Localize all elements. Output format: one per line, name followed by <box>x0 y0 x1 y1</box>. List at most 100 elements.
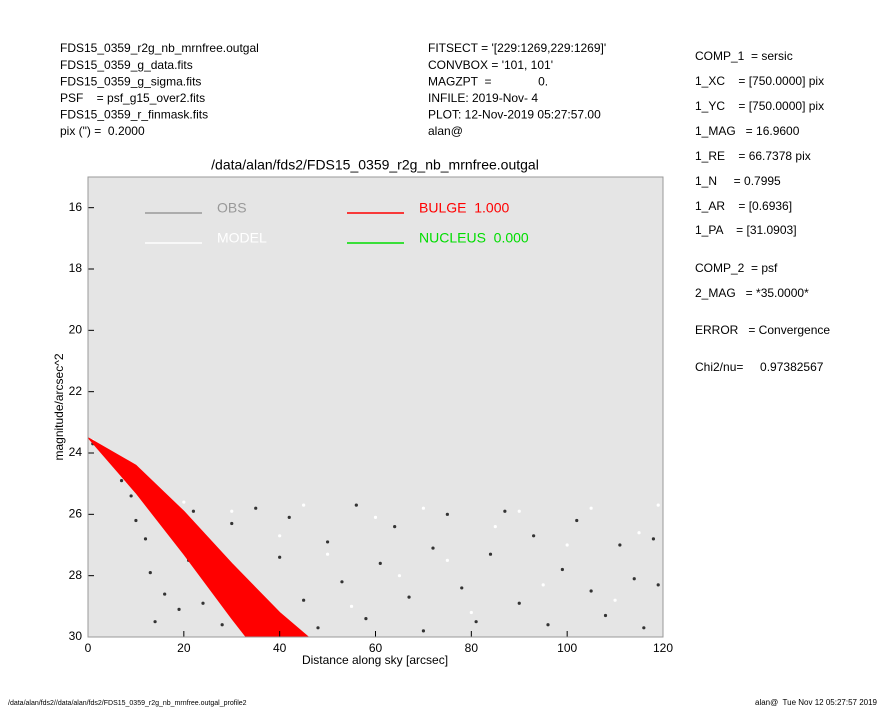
data-point <box>618 543 622 547</box>
data-point <box>603 613 608 618</box>
legend-label: MODEL <box>217 230 267 246</box>
data-point <box>632 577 636 581</box>
header-middle-line: alan@ <box>428 124 463 138</box>
data-point <box>287 515 291 520</box>
y-axis-label: magnitude/arcsec^2 <box>52 353 66 460</box>
header-right-line: COMP_2 = psf <box>695 261 778 275</box>
legend-label: NUCLEUS 0.000 <box>419 230 529 246</box>
x-tick-label: 20 <box>177 641 191 655</box>
data-point <box>325 552 330 556</box>
header-right-line: COMP_1 = sersic <box>695 49 793 63</box>
data-point <box>302 598 306 602</box>
data-point <box>148 571 152 575</box>
data-point <box>230 509 234 513</box>
data-point <box>182 500 186 504</box>
data-point <box>316 626 320 630</box>
data-point <box>589 506 593 510</box>
plot-layer <box>88 437 660 637</box>
data-point <box>637 531 641 535</box>
x-tick-label: 0 <box>85 641 92 655</box>
data-point <box>407 595 411 599</box>
data-point <box>503 509 507 513</box>
header-middle-line: PLOT: 12-Nov-2019 05:27:57.00 <box>428 108 601 122</box>
header-right-line: 1_PA = [31.0903] <box>695 223 797 237</box>
data-point <box>354 503 358 507</box>
header-middle-line: FITSECT = '[229:1269,229:1269]' <box>428 41 606 55</box>
y-tick-label: 22 <box>69 384 83 398</box>
header-middle-line: MAGZPT = 0. <box>428 74 548 88</box>
data-point <box>656 583 660 587</box>
x-tick-label: 60 <box>369 641 383 655</box>
chart-title: /data/alan/fds2/FDS15_0359_r2g_nb_mrnfre… <box>211 157 539 173</box>
data-point <box>349 604 354 608</box>
plot-frame <box>87 176 664 638</box>
data-point <box>163 592 167 596</box>
data-point <box>378 561 382 566</box>
x-tick-label: 100 <box>557 641 577 655</box>
x-tick-label: 40 <box>273 641 287 655</box>
data-point <box>119 479 124 483</box>
data-point <box>517 601 521 605</box>
header-right-line: 1_RE = 66.7378 pix <box>695 149 811 163</box>
x-tick-label: 120 <box>653 641 673 655</box>
data-point <box>445 558 449 562</box>
header-right-line: Chi2/nu= 0.97382567 <box>695 360 824 374</box>
data-point <box>488 552 493 556</box>
data-point <box>134 518 138 523</box>
data-point <box>460 586 464 590</box>
data-point <box>517 509 521 513</box>
data-point <box>177 607 181 612</box>
data-point <box>589 589 593 593</box>
data-point <box>191 509 196 513</box>
header-middle-line: INFILE: 2019-Nov- 4 <box>428 91 538 105</box>
data-point <box>325 540 330 544</box>
data-point <box>421 629 426 633</box>
data-point <box>153 620 157 624</box>
data-point <box>474 620 478 624</box>
data-point <box>393 525 397 529</box>
data-point <box>651 537 656 541</box>
data-point <box>397 574 402 578</box>
header-right-line: 1_AR = [0.6936] <box>695 199 792 213</box>
x-axis-label: Distance along sky [arcsec] <box>302 653 448 667</box>
y-tick-label: 20 <box>69 323 83 337</box>
y-tick-label: 18 <box>69 261 83 275</box>
y-tick-label: 30 <box>69 629 83 643</box>
data-point <box>656 503 660 507</box>
data-point <box>546 623 550 627</box>
header-middle-line: CONVBOX = '101, 101' <box>428 58 553 72</box>
header-left-line: pix (") = 0.2000 <box>60 124 145 138</box>
bulge-band <box>88 437 310 637</box>
data-point <box>532 534 536 538</box>
header-right-line: ERROR = Convergence <box>695 323 830 337</box>
plot-background <box>88 177 663 637</box>
data-point <box>575 518 579 523</box>
data-point <box>445 512 449 516</box>
header-left-line: FDS15_0359_r_finmask.fits <box>60 108 208 122</box>
data-point <box>493 525 497 529</box>
header-left-line: FDS15_0359_g_sigma.fits <box>60 74 201 88</box>
data-point <box>340 580 344 584</box>
data-point <box>254 506 258 510</box>
data-point <box>220 623 224 627</box>
header-right-line: 1_N = 0.7995 <box>695 174 781 188</box>
data-point <box>613 598 617 602</box>
data-point <box>373 515 378 520</box>
footer-right: alan@ Tue Nov 12 05:27:57 2019 <box>755 698 878 707</box>
data-point <box>143 537 148 541</box>
data-point <box>469 610 473 615</box>
legend-label: OBS <box>217 200 247 216</box>
x-tick-label: 80 <box>465 641 479 655</box>
y-tick-label: 26 <box>69 507 83 521</box>
data-point <box>278 555 282 559</box>
data-point <box>642 626 646 630</box>
data-point <box>230 521 234 526</box>
data-point <box>421 506 426 510</box>
header-right-line: 1_MAG = 16.9600 <box>695 124 800 138</box>
data-point <box>560 567 564 572</box>
data-point <box>541 583 545 587</box>
data-point <box>302 503 306 507</box>
y-tick-label: 28 <box>69 568 83 582</box>
data-point <box>129 494 133 498</box>
